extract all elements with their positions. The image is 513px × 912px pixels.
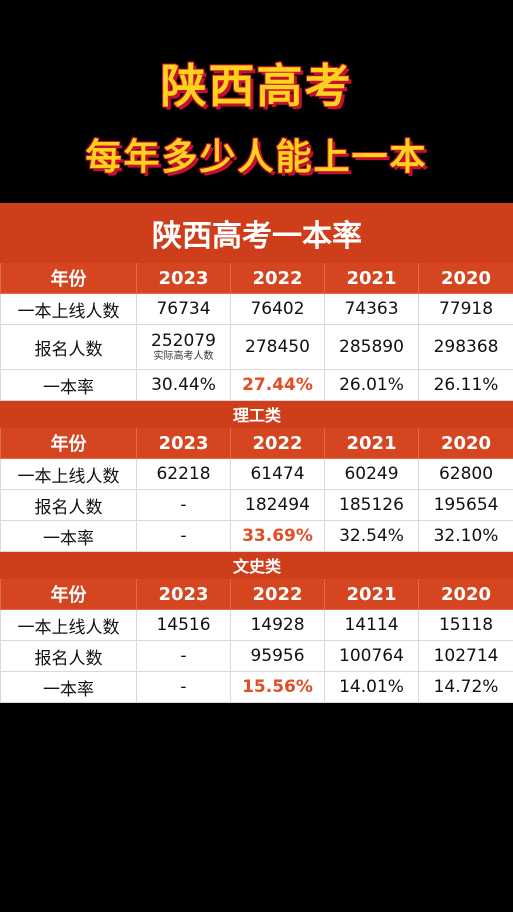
cell-note: 实际高考人数 — [153, 351, 214, 362]
table-row: 一本上线人数 76734 76402 74363 77918 — [0, 293, 513, 325]
header-cell: 年份 — [0, 262, 137, 294]
row-label: 一本率 — [0, 520, 137, 552]
table-cell: 182494 — [230, 489, 325, 521]
header-cell: 2023 — [136, 427, 231, 459]
header-cell: 2022 — [230, 262, 325, 294]
table-cell: 185126 — [324, 489, 419, 521]
row-label: 一本上线人数 — [0, 293, 137, 325]
cell-value: 252079 — [151, 331, 216, 351]
table-cell: - — [136, 520, 231, 552]
table-cell: 32.10% — [417, 520, 513, 552]
table-header-row: 年份 2023 2022 2021 2020 — [0, 262, 513, 294]
table-cell: 298368 — [417, 324, 513, 370]
table-cell: 32.54% — [324, 520, 419, 552]
table-cell: 76734 — [136, 293, 231, 325]
hero-banner: 陕西高考 每年多少人能上一本 — [0, 0, 513, 200]
table-row: 报名人数 - 95956 100764 102714 — [0, 640, 513, 672]
table-cell: - — [136, 640, 231, 672]
table-cell: 100764 — [324, 640, 419, 672]
table-cell: 252079 实际高考人数 — [136, 324, 231, 370]
table-cell: 62218 — [136, 458, 231, 490]
table-row: 一本上线人数 14516 14928 14114 15118 — [0, 609, 513, 641]
hero-subtitle: 每年多少人能上一本 — [85, 137, 428, 178]
header-cell: 2022 — [230, 578, 325, 610]
header-cell: 2021 — [324, 427, 419, 459]
table-cell: 60249 — [324, 458, 419, 490]
header-cell: 2023 — [136, 262, 231, 294]
highlight-cell: 33.69% — [230, 520, 325, 552]
table-cell: 61474 — [230, 458, 325, 490]
header-cell: 2022 — [230, 427, 325, 459]
row-label: 报名人数 — [0, 324, 137, 370]
table-cell: 278450 — [230, 324, 325, 370]
table-title: 陕西高考一本率 — [0, 203, 513, 263]
table-cell: 15118 — [417, 609, 513, 641]
table-cell: 14516 — [136, 609, 231, 641]
table-cell: 14928 — [230, 609, 325, 641]
section-title-science: 理工类 — [0, 400, 513, 428]
header-cell: 2020 — [417, 427, 513, 459]
table-row: 一本上线人数 62218 61474 60249 62800 — [0, 458, 513, 490]
table-cell: 14.01% — [324, 671, 419, 703]
table-cell: 77918 — [417, 293, 513, 325]
row-label: 报名人数 — [0, 640, 137, 672]
header-cell: 2020 — [417, 578, 513, 610]
table-header-row: 年份 2023 2022 2021 2020 — [0, 427, 513, 459]
row-label: 一本上线人数 — [0, 609, 137, 641]
highlight-cell: 15.56% — [230, 671, 325, 703]
table-cell: 95956 — [230, 640, 325, 672]
data-table-sheet: 陕西高考一本率 年份 2023 2022 2021 2020 一本上线人数 76… — [0, 203, 513, 703]
row-label: 报名人数 — [0, 489, 137, 521]
table-cell: 14114 — [324, 609, 419, 641]
table-cell: 26.01% — [324, 369, 419, 401]
highlight-cell: 27.44% — [230, 369, 325, 401]
table-cell: 30.44% — [136, 369, 231, 401]
header-cell: 2021 — [324, 262, 419, 294]
table-row: 一本率 - 33.69% 32.54% 32.10% — [0, 520, 513, 552]
table-cell: 195654 — [417, 489, 513, 521]
admission-rate-table: 陕西高考一本率 年份 2023 2022 2021 2020 一本上线人数 76… — [0, 203, 513, 703]
row-label: 一本率 — [0, 671, 137, 703]
table-title-row: 陕西高考一本率 — [0, 203, 513, 263]
header-cell: 2023 — [136, 578, 231, 610]
header-cell: 年份 — [0, 578, 137, 610]
table-row: 一本率 - 15.56% 14.01% 14.72% — [0, 671, 513, 703]
table-row: 报名人数 252079 实际高考人数 278450 285890 298368 — [0, 324, 513, 370]
table-cell: 74363 — [324, 293, 419, 325]
table-cell: 14.72% — [417, 671, 513, 703]
table-cell: - — [136, 489, 231, 521]
table-cell: 26.11% — [417, 369, 513, 401]
table-header-row: 年份 2023 2022 2021 2020 — [0, 578, 513, 610]
section-title-arts: 文史类 — [0, 551, 513, 579]
table-cell: 76402 — [230, 293, 325, 325]
section-title-row: 文史类 — [0, 551, 513, 579]
hero-title: 陕西高考 — [160, 59, 353, 113]
section-title-row: 理工类 — [0, 400, 513, 428]
row-label: 一本率 — [0, 369, 137, 401]
row-label: 一本上线人数 — [0, 458, 137, 490]
table-row: 报名人数 - 182494 185126 195654 — [0, 489, 513, 521]
header-cell: 2021 — [324, 578, 419, 610]
table-cell: - — [136, 671, 231, 703]
table-row: 一本率 30.44% 27.44% 26.01% 26.11% — [0, 369, 513, 401]
table-cell: 62800 — [417, 458, 513, 490]
header-cell: 2020 — [417, 262, 513, 294]
header-cell: 年份 — [0, 427, 137, 459]
table-cell: 285890 — [324, 324, 419, 370]
table-cell: 102714 — [417, 640, 513, 672]
